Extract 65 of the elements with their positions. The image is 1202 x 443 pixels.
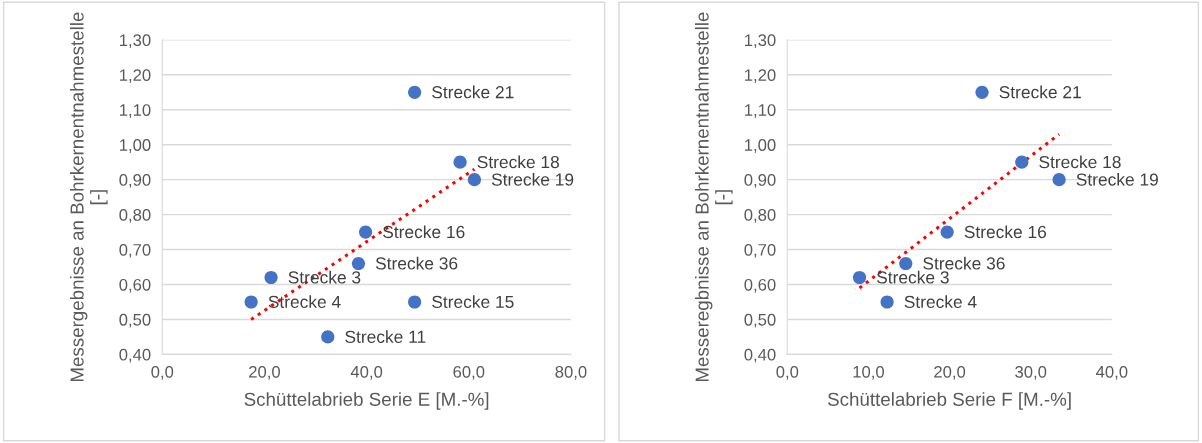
y-tick-label: 1,10 <box>745 104 776 118</box>
y-tick-label: 0,80 <box>744 209 776 223</box>
y-tick-label: 0,70 <box>119 243 151 258</box>
y-tick-label: 1,20 <box>119 69 151 83</box>
annotation: Strecke 16 <box>383 225 465 239</box>
y-tick-label: 1,30 <box>745 34 776 49</box>
y-tick-label: 0,40 <box>744 348 776 363</box>
point <box>359 225 373 239</box>
x-axis-title: Schüttelabrieb Serie E [M.-%] <box>244 392 489 410</box>
point <box>1015 155 1029 169</box>
y-tick-label: 0,80 <box>119 209 151 223</box>
point <box>264 270 278 285</box>
annotation: Strecke 36 <box>375 256 458 270</box>
y-tick-label: 1,20 <box>745 69 776 83</box>
x-axis-title: Schüttelabrieb Serie F [M.-%] <box>828 392 1071 410</box>
x-tick-label: 10,0 <box>853 365 885 380</box>
annotation: Strecke 4 <box>268 295 341 309</box>
annotation: Strecke 19 <box>1076 172 1158 186</box>
y-tick-label: 0,70 <box>744 243 776 258</box>
y-tick-label: 0,60 <box>744 278 776 293</box>
point <box>453 155 467 169</box>
y-tick-label: 0,40 <box>119 348 151 363</box>
point <box>1052 173 1066 187</box>
annotation: Strecke 36 <box>923 256 1005 270</box>
x-tick-label: 20,0 <box>934 365 966 380</box>
point <box>408 85 422 99</box>
annotation: Strecke 4 <box>904 295 977 309</box>
x-tick-label: 0,0 <box>776 365 799 380</box>
annotation: Strecke 21 <box>432 85 514 99</box>
x-tick-label: 40,0 <box>1096 365 1128 380</box>
annotation: Strecke 18 <box>1039 155 1121 169</box>
y-tick-label: 1,00 <box>119 139 151 153</box>
annotation: Strecke 15 <box>432 295 514 309</box>
x-tick-label: 20,0 <box>249 365 281 380</box>
point <box>467 173 481 187</box>
x-tick-label: 0,0 <box>151 365 174 380</box>
point <box>351 256 366 271</box>
annotation: Strecke 19 <box>491 172 574 186</box>
point <box>321 330 335 344</box>
y-tick-label: 0,60 <box>119 278 151 293</box>
point <box>408 295 422 309</box>
y-tick-label: 0,50 <box>119 313 151 328</box>
x-tick-label: 80,0 <box>555 365 587 380</box>
y-axis-title: Messeregbnisse an Bohrkernentnahmestelle [-] <box>694 12 733 382</box>
annotation: Strecke 16 <box>964 225 1047 239</box>
y-tick-label: 0,50 <box>744 313 776 328</box>
annotation: Strecke 18 <box>477 155 559 169</box>
annotation: Strecke 3 <box>288 270 361 284</box>
y-axis-title: Messergebnisse an Bohrkernentnahmestelle [-] <box>69 12 108 382</box>
x-tick-label: 60,0 <box>453 365 485 380</box>
y-tick-label: 1,10 <box>119 104 151 118</box>
point <box>880 295 894 309</box>
annotation: Strecke 3 <box>876 270 949 284</box>
annotation: Strecke 11 <box>345 330 426 343</box>
annotation: Strecke 21 <box>999 85 1081 99</box>
x-tick-label: 30,0 <box>1015 365 1047 380</box>
point <box>852 270 867 285</box>
y-tick-label: 1,00 <box>745 139 776 153</box>
y-tick-label: 0,90 <box>744 174 776 188</box>
y-tick-label: 0,90 <box>119 174 151 188</box>
x-tick-label: 40,0 <box>350 365 383 380</box>
point <box>940 225 954 239</box>
point <box>244 295 258 309</box>
point <box>975 85 989 99</box>
y-tick-label: 1,30 <box>119 34 151 49</box>
